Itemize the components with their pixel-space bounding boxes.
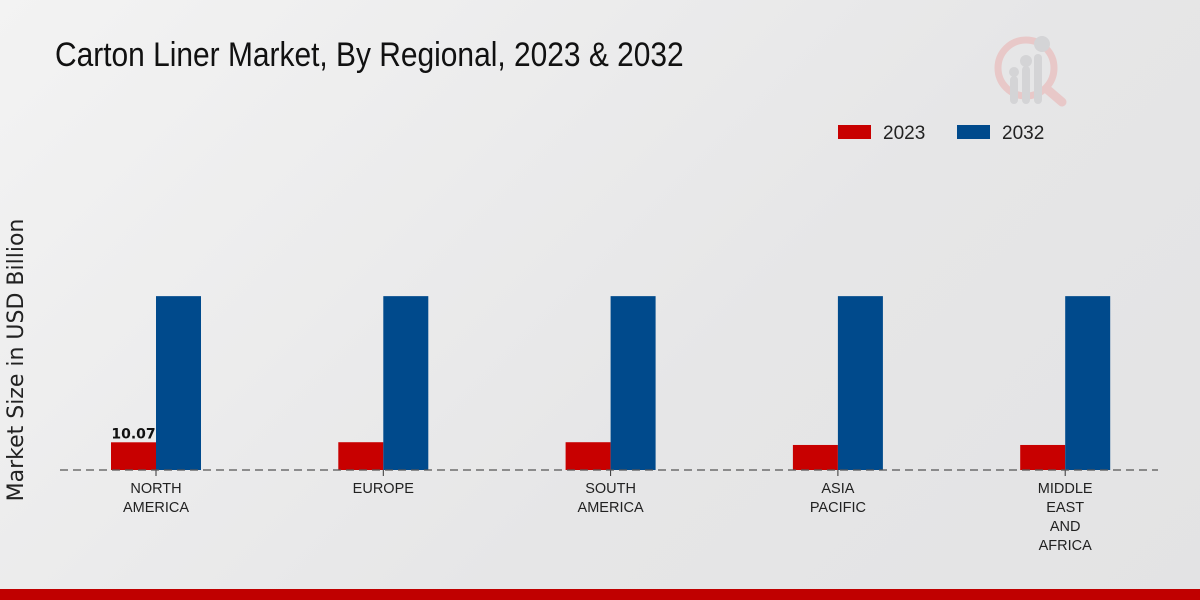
legend-label-2032: 2032 [1002,123,1044,144]
x-tick-label: MIDDLE [1038,481,1093,497]
bar-2032-1 [383,296,429,470]
x-tick-label: ASIA [821,481,854,497]
x-tick-label: EAST [1046,500,1084,516]
x-tick-label: NORTH [130,481,181,497]
bar-2032-2 [610,296,656,470]
x-tick-label: EUROPE [353,481,415,497]
logo-watermark [994,36,1067,107]
x-tick-label: AMERICA [123,500,189,516]
legend-label-2023: 2023 [883,123,925,144]
x-tick-label: SOUTH [585,481,636,497]
x-tick-label: AMERICA [578,500,644,516]
data-label: 10.07 [111,426,155,442]
bar-2023-4 [1020,444,1066,470]
bar-2032-0 [156,296,201,470]
x-tick-label: PACIFIC [810,500,866,516]
bar-2032-4 [1065,296,1111,470]
bar-2032-3 [837,296,883,470]
bar-2023-3 [792,444,838,470]
bar-2023-2 [565,442,611,470]
x-tick-label: AFRICA [1039,538,1093,554]
bar-2023-0 [111,442,156,470]
legend-swatch-2032 [957,125,990,139]
footer-accent-bar [0,589,1200,600]
chart-title: Carton Liner Market, By Regional, 2023 &… [55,36,684,74]
legend-swatch-2023 [838,125,871,139]
x-tick-label: AND [1050,519,1081,535]
bar-2023-1 [338,442,384,470]
